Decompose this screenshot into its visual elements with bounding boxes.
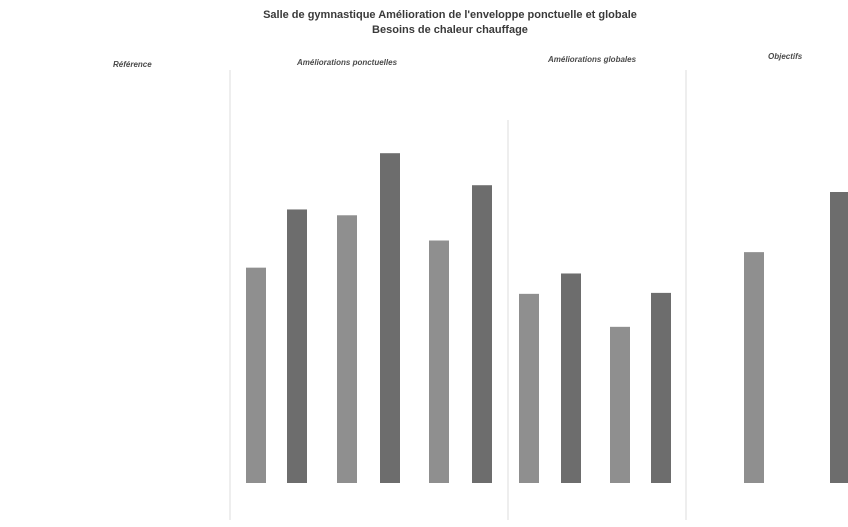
group-separators	[229, 70, 687, 520]
bar-7	[519, 293, 539, 483]
group-label-globales: Améliorations globales	[548, 55, 637, 64]
bar-11	[744, 252, 764, 483]
bar-3	[337, 215, 357, 483]
bar-2	[287, 209, 307, 483]
bar-series	[246, 153, 848, 483]
chart-title: Salle de gymnastique Amélioration de l'e…	[263, 9, 637, 21]
chart-title-block: Salle de gymnastique Amélioration de l'e…	[200, 8, 700, 38]
bar-8	[561, 273, 581, 483]
bar-1	[246, 267, 266, 483]
group-label-objectifs: Objectifs	[768, 52, 803, 61]
group-label-reference: Référence	[113, 60, 152, 69]
bar-5	[429, 240, 449, 483]
bar-4	[380, 153, 400, 483]
chart-subtitle: Besoins de chaleur chauffage	[372, 24, 528, 36]
bar-10	[651, 292, 671, 483]
group-label-ponctuelles: Améliorations ponctuelles	[297, 58, 398, 67]
bar-6	[472, 185, 492, 483]
bar-9	[610, 326, 630, 483]
bar-12	[830, 192, 848, 483]
